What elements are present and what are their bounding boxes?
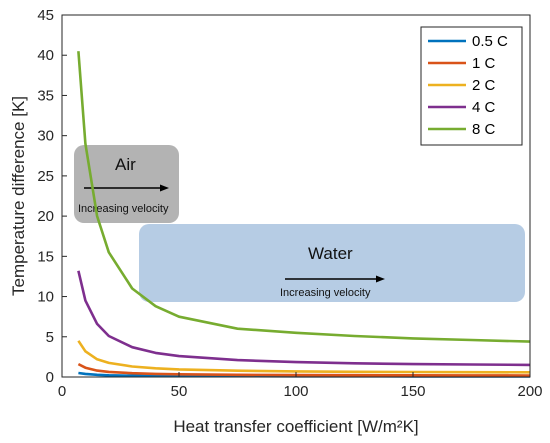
legend: 0.5 C 1 C 2 C 4 C 8 C (420, 26, 523, 146)
y-tick-label: 20 (37, 208, 54, 225)
y-tick-label: 5 (46, 329, 54, 346)
legend-entry: 1 C (428, 55, 496, 72)
x-axis: 0 50 100 150 200 (58, 372, 543, 400)
air-annotation-title: Air (115, 155, 136, 174)
water-annotation: Water Increasing velocity (139, 224, 525, 302)
x-tick-label: 150 (400, 383, 425, 400)
air-annotation: Air Increasing velocity (74, 145, 179, 223)
legend-label: 0.5 C (472, 33, 508, 50)
legend-entry: 8 C (428, 121, 496, 138)
series-line-1-c (77, 362, 531, 377)
y-tick-label: 30 (37, 128, 54, 145)
y-tick-label: 45 (37, 7, 54, 24)
x-tick-label: 0 (58, 383, 66, 400)
y-axis-label: Temperature difference [K] (9, 96, 28, 296)
air-annotation-subtitle: Increasing velocity (78, 203, 169, 215)
y-tick-label: 15 (37, 248, 54, 265)
legend-entry: 0.5 C (428, 33, 508, 50)
air-velocity-arrowhead (160, 184, 169, 192)
legend-label: 8 C (472, 121, 496, 138)
x-tick-label: 100 (283, 383, 308, 400)
series-line-2-c (77, 340, 531, 374)
x-tick-label: 50 (171, 383, 188, 400)
water-annotation-title: Water (308, 244, 353, 263)
water-annotation-box (139, 224, 525, 302)
x-tick-label: 200 (517, 383, 542, 400)
air-annotation-box (74, 145, 179, 223)
series-line-8-c (77, 51, 531, 343)
legend-entry: 4 C (428, 99, 496, 116)
legend-label: 2 C (472, 77, 496, 94)
y-tick-label: 40 (37, 47, 54, 64)
legend-entry: 2 C (428, 77, 496, 94)
x-axis-label: Heat transfer coefficient [W/m²K] (173, 417, 418, 436)
y-tick-label: 25 (37, 168, 54, 185)
y-axis: 0 5 10 15 20 25 30 35 40 45 (37, 7, 67, 386)
water-annotation-subtitle: Increasing velocity (280, 287, 371, 299)
legend-label: 4 C (472, 99, 496, 116)
y-tick-label: 0 (46, 369, 54, 386)
water-velocity-arrowhead (376, 275, 385, 283)
y-tick-label: 10 (37, 289, 54, 306)
series-line-4-c (77, 270, 531, 367)
legend-label: 1 C (472, 55, 496, 72)
y-tick-label: 35 (37, 87, 54, 104)
